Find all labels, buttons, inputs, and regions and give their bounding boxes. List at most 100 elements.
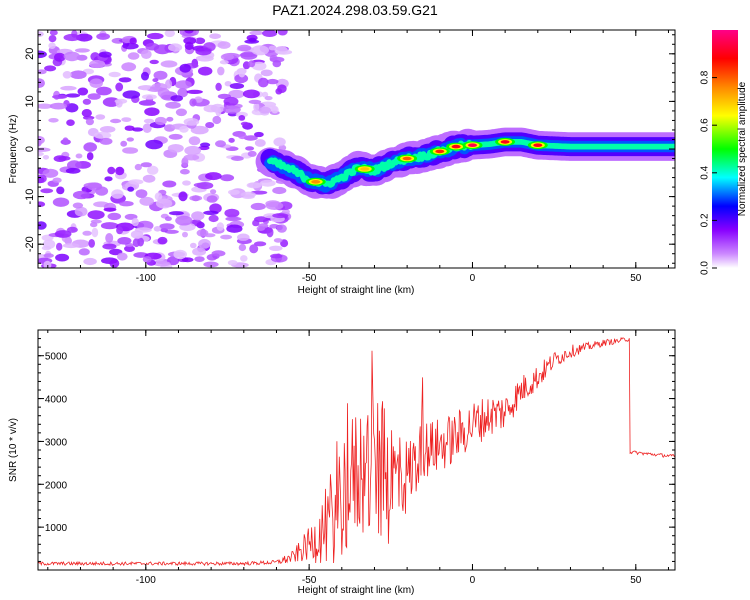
- noise-blob: [217, 41, 231, 49]
- noise-blob: [108, 71, 121, 78]
- noise-blob: [74, 48, 90, 53]
- noise-blob: [42, 155, 50, 160]
- noise-blob: [58, 156, 71, 161]
- noise-blob: [192, 247, 207, 256]
- noise-blob: [166, 116, 174, 122]
- noise-blob: [183, 37, 197, 45]
- noise-blob: [105, 233, 114, 243]
- noise-blob: [238, 115, 246, 121]
- y-tick-label: 4000: [45, 395, 68, 406]
- noise-blob: [272, 213, 289, 219]
- noise-blob: [271, 105, 279, 114]
- noise-blob: [228, 137, 235, 143]
- noise-blob: [225, 216, 242, 222]
- noise-blob: [134, 163, 142, 171]
- noise-blob: [38, 103, 53, 109]
- noise-blob: [168, 211, 184, 216]
- signal-peak: [451, 144, 461, 149]
- noise-blob: [177, 88, 188, 98]
- noise-blob: [208, 214, 219, 223]
- noise-blob: [277, 30, 288, 36]
- noise-blob: [142, 174, 156, 183]
- noise-blob: [38, 201, 46, 207]
- noise-blob: [203, 261, 219, 268]
- noise-blob: [226, 224, 243, 233]
- noise-blob: [240, 191, 256, 198]
- noise-blob: [181, 257, 194, 263]
- noise-blob: [164, 229, 179, 234]
- noise-blob: [83, 257, 97, 266]
- noise-blob: [153, 261, 171, 267]
- noise-blob: [259, 179, 276, 187]
- spectrogram-heatmap: [38, 30, 675, 268]
- noise-blob: [110, 118, 122, 124]
- noise-blob: [212, 115, 222, 125]
- noise-blob: [49, 102, 68, 110]
- noise-blob: [42, 168, 59, 178]
- noise-blob: [128, 179, 144, 185]
- signal-peak: [500, 140, 510, 144]
- noise-blob: [228, 189, 240, 195]
- noise-blob: [248, 99, 262, 104]
- signal-peak: [360, 167, 370, 171]
- noise-blob: [272, 186, 287, 195]
- noise-blob: [63, 51, 81, 62]
- noise-blob: [180, 168, 190, 175]
- noise-blob: [223, 96, 239, 106]
- noise-blob: [184, 30, 194, 34]
- noise-blob: [153, 70, 168, 80]
- signal-peak: [311, 180, 321, 184]
- noise-blob: [48, 42, 56, 49]
- noise-blob: [265, 201, 284, 210]
- noise-blob: [162, 180, 177, 188]
- noise-blob: [141, 71, 149, 81]
- noise-blob: [91, 227, 99, 238]
- noise-blob: [56, 242, 63, 251]
- noise-blob: [96, 86, 112, 96]
- noise-blob: [173, 249, 187, 260]
- noise-blob: [264, 96, 273, 101]
- noise-blob: [155, 198, 173, 209]
- noise-blob: [116, 226, 124, 235]
- noise-blob: [140, 85, 151, 91]
- noise-blob: [215, 140, 226, 148]
- noise-blob: [269, 54, 278, 62]
- noise-blob: [38, 31, 44, 37]
- noise-blob: [194, 37, 206, 45]
- noise-blob: [159, 223, 175, 230]
- snr-plot-area: [38, 336, 675, 567]
- noise-blob: [107, 212, 122, 221]
- noise-blob: [275, 88, 283, 95]
- noise-blob: [115, 99, 123, 108]
- noise-blob: [95, 114, 106, 120]
- noise-blob: [238, 69, 246, 78]
- noise-blob: [183, 118, 200, 126]
- noise-blob: [170, 95, 183, 102]
- noise-blob: [194, 256, 205, 262]
- noise-blob: [103, 207, 117, 212]
- noise-blob: [100, 222, 119, 230]
- noise-blob: [67, 160, 82, 170]
- noise-blob: [260, 69, 273, 77]
- noise-blob: [145, 139, 163, 150]
- noise-blob: [153, 44, 172, 55]
- y-tick-label: 5000: [45, 352, 68, 363]
- noise-blob: [262, 30, 278, 37]
- noise-blob: [154, 116, 167, 126]
- noise-blob: [127, 186, 135, 192]
- noise-blob: [224, 81, 232, 87]
- noise-blob: [56, 186, 65, 195]
- noise-blob: [270, 253, 283, 259]
- noise-blob: [200, 142, 211, 148]
- noise-blob: [269, 224, 280, 229]
- signal-peak: [435, 149, 445, 154]
- noise-blob: [130, 230, 144, 239]
- noise-blob: [274, 46, 288, 55]
- noise-blob: [82, 98, 92, 105]
- colorbar-tick-label: 0.6: [700, 118, 711, 132]
- y-tick-label: 1000: [45, 523, 68, 534]
- noise-blob: [235, 111, 248, 118]
- noise-blob: [54, 52, 66, 62]
- noise-blob: [115, 166, 125, 176]
- noise-blob: [168, 133, 183, 140]
